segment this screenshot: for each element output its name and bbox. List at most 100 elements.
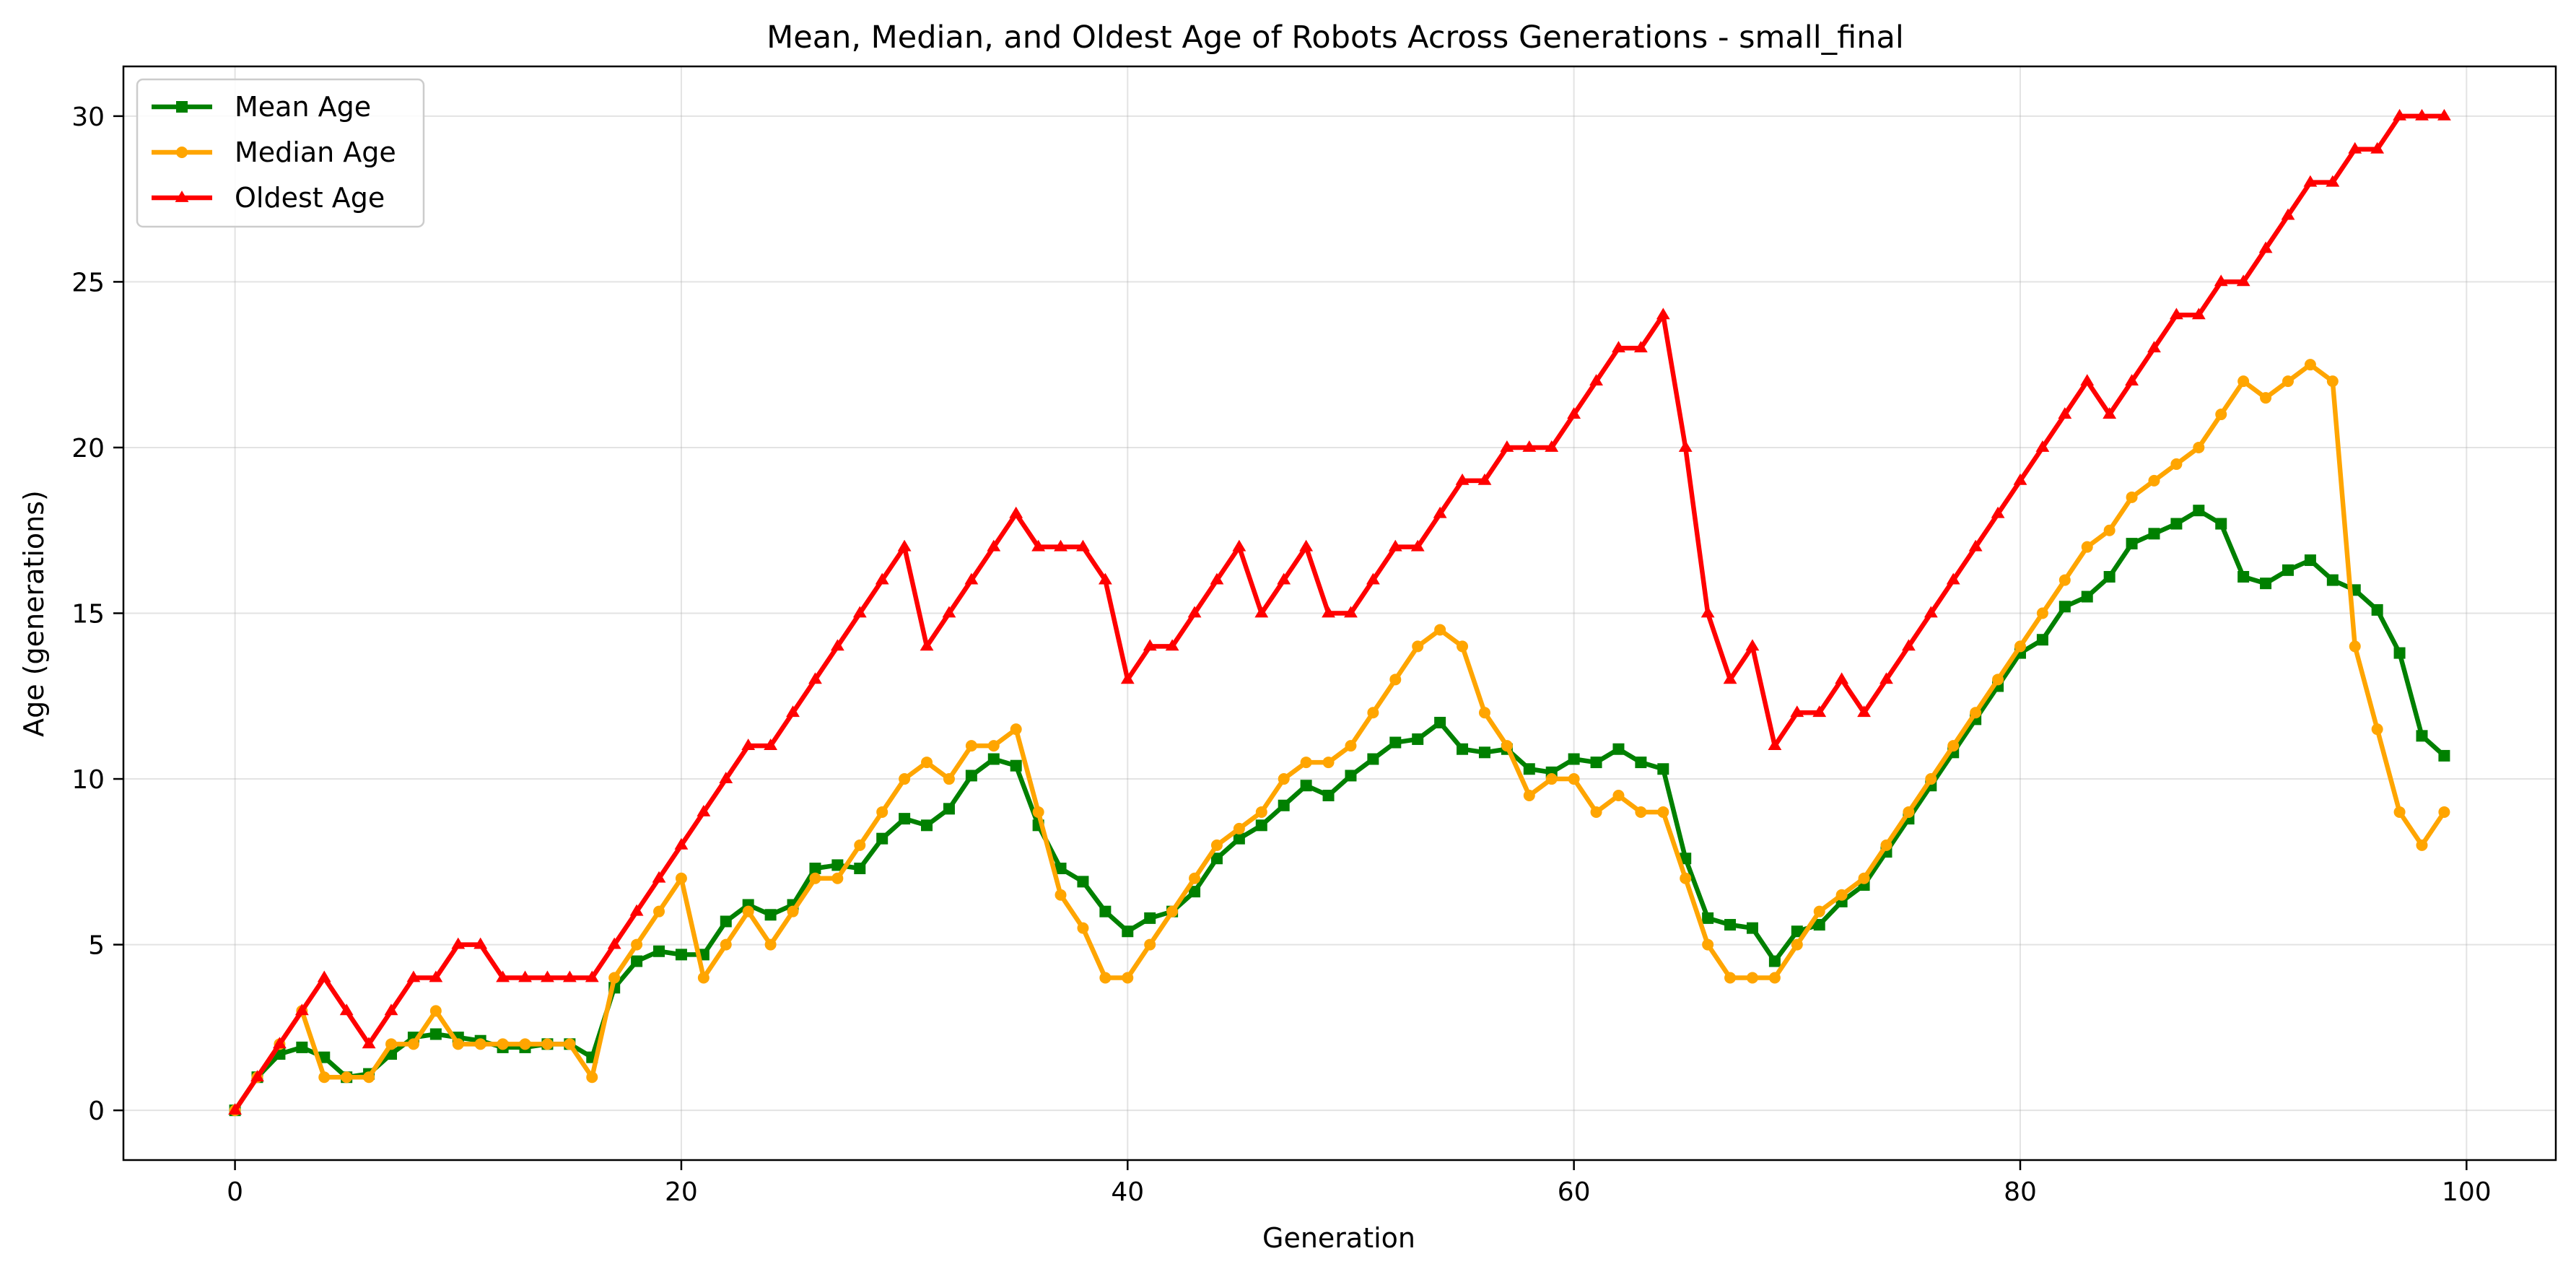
data-point	[1122, 972, 1134, 984]
data-point	[786, 705, 800, 718]
data-point	[2393, 108, 2407, 121]
y-tick-label: 15	[71, 600, 105, 629]
data-point	[987, 539, 1001, 552]
data-point	[2371, 603, 2383, 616]
data-point	[897, 539, 912, 552]
data-point	[2304, 554, 2316, 567]
data-point	[2193, 441, 2205, 453]
data-point	[1590, 757, 1602, 769]
data-point	[1768, 955, 1781, 967]
data-point	[720, 915, 732, 928]
data-point	[899, 773, 911, 785]
data-point	[1009, 506, 1023, 518]
data-point	[1099, 972, 1112, 984]
data-point	[1790, 705, 1804, 718]
data-point	[1210, 839, 1223, 851]
data-point	[1010, 723, 1022, 736]
data-point	[384, 1003, 398, 1016]
data-point	[1457, 640, 1469, 653]
data-point	[296, 1041, 308, 1053]
data-point	[1210, 572, 1224, 585]
data-point	[1412, 640, 1424, 653]
data-point	[1812, 705, 1827, 718]
data-point	[2326, 574, 2339, 586]
data-point	[1657, 763, 1669, 775]
data-point	[2125, 374, 2139, 386]
data-point	[1813, 905, 1825, 918]
data-point	[631, 955, 643, 967]
data-point	[1992, 674, 2004, 686]
data-point	[496, 970, 510, 982]
data-point	[2215, 409, 2227, 421]
data-point	[876, 832, 888, 845]
series-line-median-age	[232, 362, 2447, 1113]
data-point	[2237, 571, 2250, 583]
x-axis-label: Generation	[1262, 1222, 1415, 1254]
data-point	[2014, 640, 2026, 653]
data-point	[1635, 806, 1647, 818]
data-point	[2170, 458, 2183, 470]
legend-item: Median Age	[152, 136, 396, 168]
data-point	[541, 970, 554, 982]
data-point	[2080, 374, 2095, 386]
data-point	[1947, 740, 1960, 752]
data-point	[2349, 640, 2361, 653]
data-point	[1523, 763, 1535, 775]
data-point	[2147, 341, 2161, 353]
data-point	[2058, 407, 2072, 419]
data-point	[674, 837, 689, 850]
data-point	[2126, 538, 2138, 550]
x-tick-label: 100	[2442, 1177, 2492, 1207]
data-point	[2058, 574, 2071, 586]
data-point	[2103, 524, 2116, 536]
data-point	[787, 905, 799, 918]
data-point	[1300, 757, 1312, 769]
data-point	[317, 970, 331, 982]
data-point	[2393, 806, 2406, 818]
data-point	[2103, 571, 2116, 583]
data-point	[1724, 919, 1737, 931]
data-point	[2148, 528, 2160, 540]
data-point	[2103, 407, 2117, 419]
data-point	[2215, 518, 2227, 530]
data-point	[519, 1038, 531, 1050]
data-point	[2371, 723, 2383, 736]
data-point	[2081, 590, 2093, 603]
data-point	[2281, 208, 2295, 220]
data-point	[1165, 639, 1179, 651]
data-point	[1457, 743, 1469, 755]
data-point	[1879, 672, 1893, 684]
series-line-mean-age	[232, 507, 2447, 1113]
data-point	[1166, 905, 1179, 918]
data-point	[2416, 839, 2428, 851]
data-point	[1233, 822, 1245, 834]
data-point	[1322, 757, 1335, 769]
data-point	[1277, 572, 1291, 585]
data-point	[451, 937, 466, 949]
data-point	[1367, 707, 1379, 719]
data-point	[2393, 647, 2406, 659]
data-point	[362, 1037, 376, 1049]
data-point	[1724, 972, 1737, 984]
data-point	[406, 970, 421, 982]
data-point	[1522, 440, 1537, 452]
data-point	[607, 937, 621, 949]
legend-item: Oldest Age	[152, 182, 385, 214]
data-point	[2191, 308, 2206, 320]
data-point	[1568, 773, 1580, 785]
data-point	[1835, 889, 1848, 901]
data-point	[2013, 473, 2027, 485]
data-point	[473, 937, 488, 949]
data-point	[339, 1003, 354, 1016]
data-point	[1723, 672, 1737, 684]
data-point	[2081, 541, 2093, 553]
data-point	[2169, 308, 2183, 320]
data-point	[2437, 108, 2451, 121]
legend-label: Oldest Age	[235, 182, 385, 214]
data-point	[2126, 491, 2138, 503]
data-point	[2258, 241, 2273, 253]
data-point	[1746, 972, 1758, 984]
x-tick-label: 60	[1558, 1177, 1591, 1207]
data-point	[876, 806, 888, 818]
legend-box	[136, 78, 425, 228]
